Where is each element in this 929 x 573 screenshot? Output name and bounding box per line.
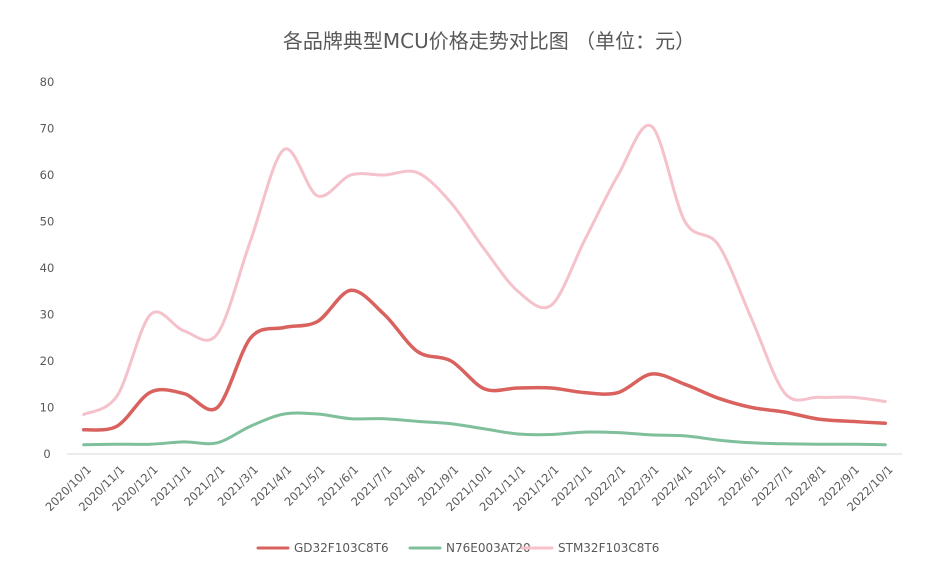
legend: GD32F103C8T6 N76E003AT20 STM32F103C8T6	[256, 541, 659, 555]
y-tick-label: 50	[40, 215, 55, 229]
legend-label: GD32F103C8T6	[294, 541, 389, 555]
legend-label: N76E003AT20	[446, 541, 531, 555]
y-tick-label: 80	[40, 75, 55, 89]
y-tick-label: 0	[43, 447, 50, 461]
y-tick-label: 70	[40, 122, 55, 136]
y-tick-label: 30	[40, 308, 55, 322]
y-tick-label: 10	[40, 401, 55, 415]
y-tick-label: 60	[40, 168, 55, 182]
x-axis-ticks: 2020/10/12020/11/12020/12/12021/1/12021/…	[42, 462, 895, 514]
legend-label: STM32F103C8T6	[558, 541, 659, 555]
series-line-n76e003at20	[82, 411, 887, 447]
y-tick-label: 20	[40, 354, 55, 368]
y-axis-ticks: 0 10 20 30 40 50 60 70 80	[40, 75, 55, 461]
chart-title: 各品牌典型MCU价格走势对比图 （单位：元）	[283, 29, 695, 53]
series-layer	[81, 123, 888, 447]
y-tick-label: 40	[40, 261, 55, 275]
series-line-stm32f103c8t6	[82, 123, 887, 416]
series-line-gd32f103c8t6	[81, 288, 888, 432]
